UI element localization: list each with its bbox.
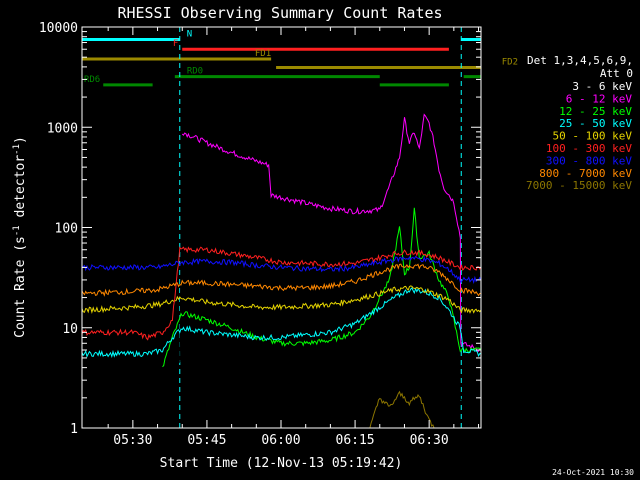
flag-label-1: F — [173, 39, 178, 49]
flag-label-2: FD1 — [255, 49, 271, 59]
plot-frame — [81, 26, 482, 429]
legend-entry-1: 6 - 12 keV — [566, 92, 633, 105]
x-axis-label: Start Time (12-Nov-13 05:19:42) — [160, 456, 403, 471]
legend-entry-0: 3 - 6 keV — [572, 80, 632, 93]
flag-label-3: FD2 — [502, 57, 518, 67]
legend-entry-2: 12 - 25 keV — [559, 105, 632, 118]
flag-label-5: RD6 — [84, 75, 100, 85]
flag-label-4: RD0 — [187, 67, 203, 77]
series-group — [82, 27, 481, 428]
legend-header-2: Att 0 — [600, 67, 633, 80]
legend-entry-4: 50 - 100 keV — [553, 130, 633, 143]
legend-entry-7: 800 - 7000 keV — [539, 167, 632, 180]
series-line-8 — [369, 390, 435, 428]
x-tick-label-0: 05:30 — [113, 433, 152, 448]
y-axis-label: Count Rate (s-1 detector-1) — [12, 136, 28, 338]
series-line-6 — [82, 255, 481, 285]
flag-bars: NF FD1 FD2 RD0 RD6 — [82, 30, 518, 87]
y-axis-label-end: ) — [13, 136, 28, 144]
y-tick-label-1: 10 — [62, 322, 78, 337]
legend-entry-3: 25 - 50 keV — [559, 117, 632, 130]
series-line-1 — [181, 113, 481, 352]
x-tick-label-3: 06:15 — [336, 433, 375, 448]
series-line-4 — [82, 285, 481, 315]
y-tick-label-2: 100 — [55, 222, 78, 237]
legend-entry-8: 7000 - 15000 keV — [526, 179, 632, 192]
x-tick-label-1: 05:45 — [187, 433, 226, 448]
series-line-2 — [162, 207, 481, 368]
axes: 1 10 100 1000 10000 05:30 05:45 06:00 06:15 06:30 — [39, 21, 482, 448]
y-axis-label-sup-1: -1 — [12, 225, 22, 236]
flag-label-0: N — [187, 30, 192, 40]
plot-area — [82, 27, 481, 428]
series-line-5 — [82, 246, 481, 341]
legend-entry-5: 100 - 300 keV — [546, 142, 632, 155]
y-tick-label-0: 1 — [70, 422, 78, 437]
y-axis-label-start: Count Rate (s — [13, 236, 28, 338]
series-line-0 — [82, 141, 481, 428]
timestamp: 24-Oct-2021 10:30 — [552, 468, 634, 477]
x-tick-label-2: 06:00 — [261, 433, 300, 448]
series-line-3 — [82, 287, 481, 359]
legend-header-1: Det 1,3,4,5,6,9, — [527, 54, 633, 67]
y-tick-label-4: 10000 — [39, 21, 78, 36]
chart-title: RHESSI Observing Summary Count Rates — [117, 4, 442, 22]
legend-entry-6: 300 - 800 keV — [546, 154, 632, 167]
x-tick-label-4: 06:30 — [410, 433, 449, 448]
y-axis-label-sup-2: -1 — [12, 144, 22, 155]
y-axis-label-mid: detector — [13, 155, 28, 226]
series-line-7 — [82, 263, 481, 297]
y-tick-label-3: 1000 — [47, 121, 78, 136]
